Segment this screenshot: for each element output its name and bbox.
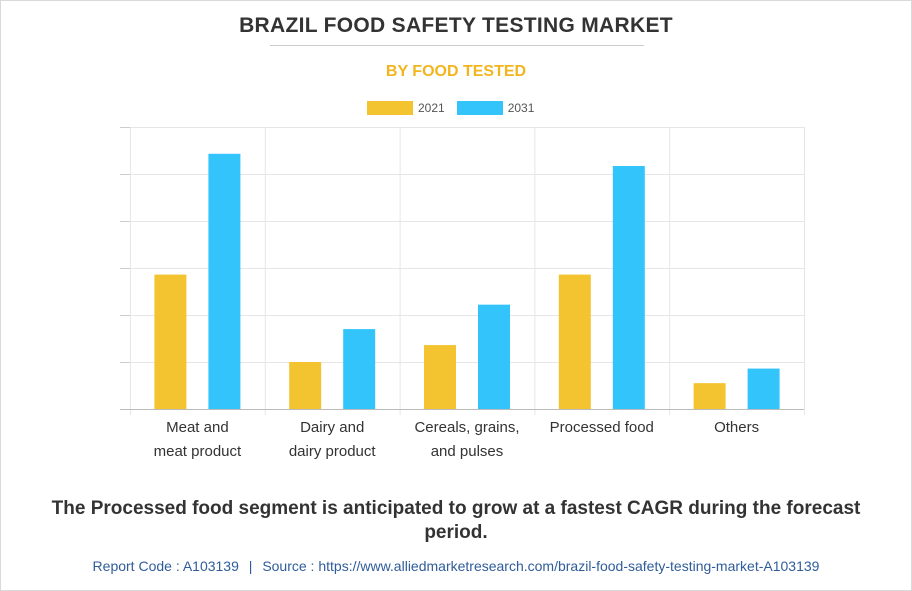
- legend-label-2021: 2021: [418, 101, 445, 115]
- legend-item-2021: 2021: [367, 101, 445, 115]
- bar-chart: Meat and meat product Dairy and dairy produ…: [120, 127, 805, 460]
- bar-2031-2: [478, 304, 510, 409]
- bar-2031-4: [747, 368, 780, 409]
- bar-2031-0: [208, 153, 241, 409]
- report-code: Report Code : A103139: [92, 558, 239, 574]
- x-tick-label: Cereals, grains,: [414, 419, 519, 436]
- bar-2021-2: [424, 345, 456, 409]
- bar-2021-0: [154, 274, 187, 409]
- chart-title: BRAZIL FOOD SAFETY TESTING MARKET: [239, 14, 673, 37]
- x-tick-label: Dairy and: [300, 419, 364, 436]
- title-divider: [270, 45, 644, 46]
- bar-2031-1: [343, 329, 376, 409]
- legend-label-2031: 2031: [507, 101, 535, 115]
- x-tick-label: meat product: [154, 443, 242, 460]
- x-tick-label: and pulses: [431, 443, 504, 460]
- bar-2021-1: [289, 362, 322, 409]
- source-link[interactable]: Source : https://www.alliedmarketresearc…: [262, 558, 820, 574]
- legend-swatch-2021: [367, 101, 413, 115]
- x-tick-label: Meat and: [166, 419, 229, 436]
- x-tick-label: Others: [714, 419, 759, 436]
- legend-item-2031: 2031: [456, 101, 535, 115]
- legend-swatch-2031: [456, 101, 503, 115]
- legend: 2021 2031: [367, 100, 546, 116]
- bar-2031-3: [612, 166, 645, 409]
- x-tick-label: Processed food: [550, 419, 654, 436]
- source-line: Report Code : A103139 | Source : https:/…: [0, 558, 912, 574]
- bar-2021-4: [693, 383, 726, 409]
- bar-2021-3: [558, 274, 591, 409]
- chart-subtitle: BY FOOD TESTED: [385, 63, 527, 80]
- source-separator: |: [248, 558, 253, 574]
- x-tick-label: dairy product: [289, 443, 377, 460]
- chart-footnote: The Processed food segment is anticipate…: [51, 498, 861, 543]
